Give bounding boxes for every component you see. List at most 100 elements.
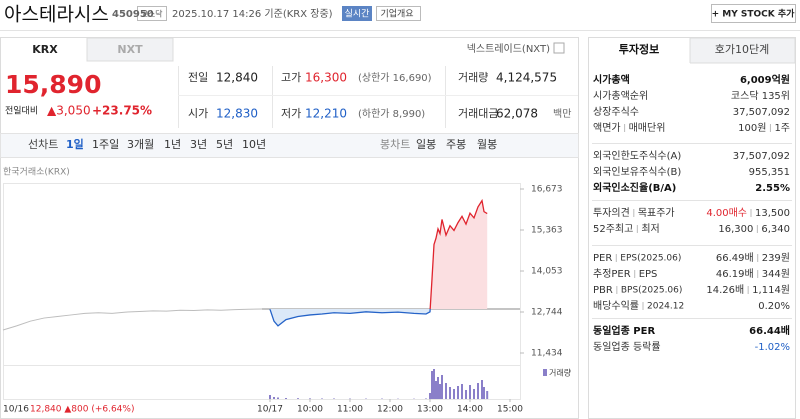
volume-bar [465, 390, 467, 399]
period-tab[interactable]: 3개월 [127, 138, 154, 151]
y-tick-label: 12,744 [531, 307, 563, 317]
change-rate: +23.75% [92, 104, 152, 118]
realtime-badge[interactable] [342, 6, 372, 21]
info-value: 955,351 [749, 167, 790, 178]
info-label: PBR [593, 285, 613, 296]
volume-bar [469, 385, 471, 399]
candle-tab[interactable]: 월봉 [477, 138, 497, 151]
nxt-tab-bg[interactable] [86, 37, 174, 62]
volume-bar [445, 383, 447, 399]
volume-bar [483, 387, 485, 399]
company-menu[interactable] [376, 6, 421, 21]
y-tick-label: 11,434 [531, 349, 563, 359]
quote-label: 고가 [281, 71, 301, 84]
quote-value: 16,300 [305, 71, 347, 85]
info-value: 46.19배 [716, 268, 754, 280]
x-tick-label: 10/17 [257, 405, 283, 415]
quote-label: 거래량 [458, 71, 488, 84]
info-value: 37,507,092 [733, 107, 790, 118]
period-tab[interactable]: 1년 [164, 138, 181, 151]
volume-bar [435, 381, 437, 399]
timestamp: 2025.10.17 14:26 기준(KRX 장중) [172, 8, 333, 20]
info-label: 매매단위 [629, 121, 666, 134]
info-label: 목표주가 [638, 207, 675, 219]
market-badge [137, 6, 167, 21]
info-label: 배당수익률 [593, 300, 639, 312]
volume-bar [277, 397, 279, 399]
quote-label: 시가 [188, 107, 208, 120]
period-tab[interactable]: 1일 [66, 137, 84, 151]
volume-bar [439, 384, 441, 399]
candle-tab[interactable]: 일봉 [416, 137, 436, 151]
info-label: 52주최고 [593, 223, 633, 235]
info-tab[interactable]: 호가10단계 [715, 43, 769, 56]
period-tab[interactable]: 5년 [216, 138, 233, 151]
info-value: 66.44배 [749, 324, 790, 337]
volume-frame [3, 365, 521, 400]
quote-value: 12,830 [216, 107, 258, 121]
info-label: 상장주식수 [593, 106, 639, 118]
info-value: 16,300 [718, 224, 753, 235]
volume-bar [481, 380, 483, 399]
current-price: 15,890 [5, 70, 101, 99]
x-tick-label: 10:00 [297, 405, 323, 415]
quote-value: 12,840 [216, 71, 258, 85]
volume-bar [431, 371, 433, 399]
info-tab[interactable]: 투자정보 [619, 42, 659, 56]
y-tick-label: 16,673 [531, 185, 563, 195]
volume-bar [453, 389, 455, 399]
mystock-button[interactable] [711, 4, 796, 23]
period-tab[interactable]: 3년 [190, 138, 207, 151]
change-label: 전일대비 [5, 106, 38, 117]
mystock-label[interactable]: + MY STOCK 추가 [712, 8, 796, 20]
quote-value: 4,124,575 [496, 71, 557, 85]
y-tick-label: 15,363 [531, 226, 563, 236]
period-tab[interactable]: 10년 [242, 138, 266, 151]
x-tick-label: 12:00 [377, 405, 403, 415]
info-label: PER [593, 253, 612, 264]
volume-legend: 거래량 [549, 368, 572, 378]
previous-day-line [2, 308, 263, 331]
quote-value: 62,078 [496, 107, 538, 121]
info-label: 시가총액 [593, 73, 630, 86]
info-label: BPS(2025.06) [621, 286, 683, 296]
info-value: 4.00매수 [706, 207, 747, 219]
volume-bar [273, 397, 275, 399]
nxt-link[interactable]: 넥스트레이드(NXT) [467, 43, 550, 55]
info-label: 액면가 [593, 122, 621, 134]
x-tick-label: 13:00 [417, 405, 443, 415]
help-icon[interactable] [553, 42, 565, 54]
company-menu-label[interactable]: 기업개요 [380, 9, 413, 20]
x-tick-label: 15:00 [497, 405, 523, 415]
info-value: 344원 [762, 268, 790, 280]
quote-value: 12,210 [305, 107, 347, 121]
volume-bar [429, 393, 431, 399]
candle-tab[interactable]: 주봉 [446, 138, 466, 151]
realtime[interactable]: 실시간 [345, 9, 370, 20]
volume-bar [457, 386, 459, 399]
change: ▲3,050 [47, 104, 91, 118]
volume-bar [333, 398, 335, 399]
price-line-up [429, 198, 488, 309]
period-tab[interactable]: 1주일 [92, 137, 119, 151]
info-label: 외국인소진율(B/A) [593, 181, 676, 194]
info-label: 동일업종 PER [593, 324, 655, 337]
quote-label: 저가 [281, 107, 301, 120]
quote-label: 거래대금 [458, 107, 498, 120]
exchange-tab[interactable]: KRX [32, 43, 58, 56]
info-label: 최저 [641, 223, 659, 235]
prev-date: 10/16 [3, 405, 29, 415]
y-tick-label: 14,053 [531, 267, 563, 277]
info-value: 100원 [738, 122, 766, 134]
info-label: 2024.12 [647, 302, 684, 312]
market: 코스닥 [140, 9, 163, 19]
up-area [270, 200, 488, 309]
exchange-tab[interactable]: NXT [117, 43, 143, 56]
stock-name: 아스테라시스 [4, 4, 109, 26]
line-chart-label: 선차트 [28, 138, 58, 151]
volume-bar [433, 369, 435, 399]
info-value: 0.20% [758, 301, 790, 312]
quote-label: 전일 [188, 70, 208, 84]
volume-bar [461, 384, 463, 399]
orderbook-tab-bg[interactable] [689, 37, 796, 64]
